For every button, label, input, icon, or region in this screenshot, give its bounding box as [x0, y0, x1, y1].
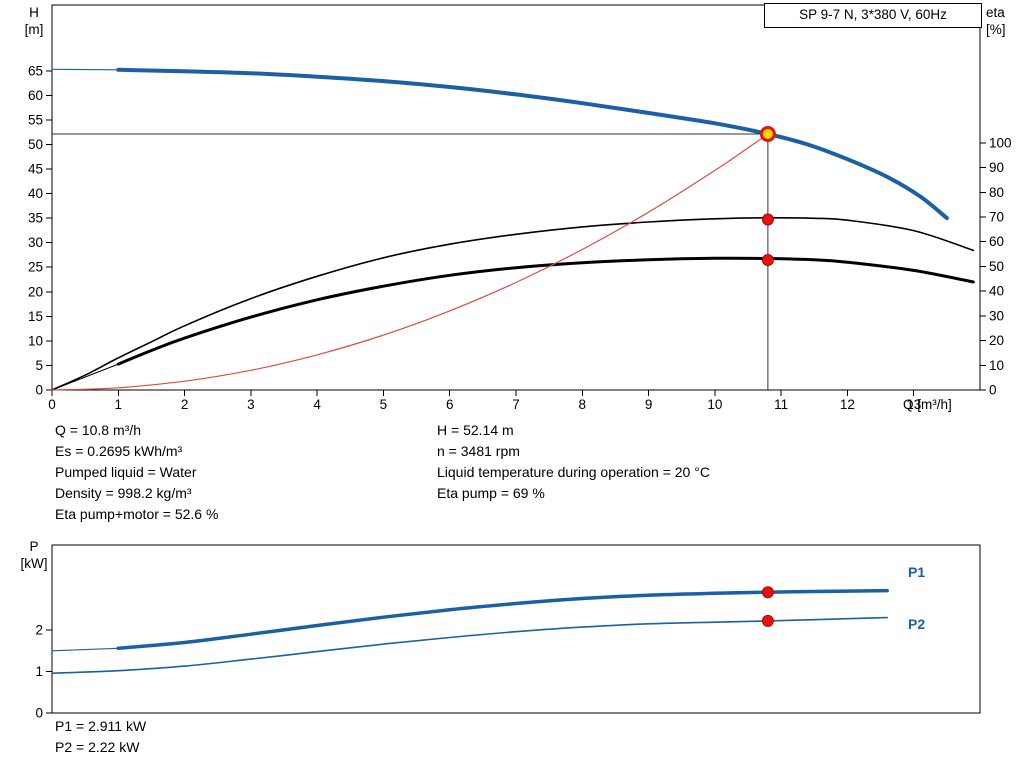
readout-es: Es = 0.2695 kWh/m³	[55, 443, 183, 459]
h-axis-title: H [m]	[14, 4, 54, 38]
tick-label: 0	[35, 706, 43, 721]
readout-pumped-liquid: Pumped liquid = Water	[55, 464, 197, 480]
readout-h: H = 52.14 m	[437, 422, 514, 438]
readout-eta-pump-motor: Eta pump+motor = 52.6 %	[55, 506, 219, 522]
readout-density: Density = 998.2 kg/m³	[55, 485, 192, 501]
tick-label: 6	[446, 397, 454, 412]
tick-label: 10	[707, 397, 722, 412]
p-axis-unit: [kW]	[20, 556, 48, 571]
power-readout: P1 = 2.911 kW P2 = 2.22 kW	[55, 716, 146, 758]
duty-readout-right: H = 52.14 m n = 3481 rpm Liquid temperat…	[437, 420, 710, 504]
readout-n: n = 3481 rpm	[437, 443, 520, 459]
tick-label: 2	[181, 397, 189, 412]
tick-label: 9	[645, 397, 653, 412]
duty-point-qh[interactable]	[759, 125, 776, 142]
eta-pump-curve	[51, 216, 975, 391]
tick-label: 12	[840, 397, 855, 412]
duty-point-eta-pump[interactable]	[761, 213, 774, 226]
tick-label: 60	[989, 234, 1004, 249]
tick-label: 15	[28, 309, 43, 324]
pump-title-box: SP 9-7 N, 3*380 V, 60Hz	[764, 3, 982, 28]
tick-label: 20	[989, 333, 1004, 348]
pump-curve-lead	[51, 68, 119, 71]
duty-point-p1[interactable]	[761, 586, 774, 599]
tick-label: 40	[28, 186, 43, 201]
power-chart-frame	[51, 544, 981, 714]
qh-eta-chart-frame	[51, 4, 981, 391]
readout-liquid-temperature: Liquid temperature during operation = 20…	[437, 464, 710, 480]
tick-label: 10	[989, 358, 1004, 373]
tick-label: 5	[380, 397, 388, 412]
p-axis-title: P [kW]	[14, 538, 54, 572]
h-axis-unit: [m]	[24, 22, 44, 37]
q-axis-label: Q [m³/h]	[903, 397, 952, 412]
tick-label: 20	[28, 284, 43, 299]
tick-label: 25	[28, 260, 43, 275]
tick-label: 11	[774, 397, 788, 412]
tick-label: 90	[989, 160, 1004, 175]
tick-label: 30	[28, 235, 43, 250]
tick-label: 10	[28, 333, 43, 348]
eta-axis-title: eta [%]	[986, 4, 1024, 38]
tick-label: 3	[247, 397, 255, 412]
tick-label: 8	[579, 397, 587, 412]
duty-point-eta-pump-motor[interactable]	[761, 254, 774, 267]
p2-curve-label: P2	[908, 616, 926, 632]
p1-curve-lead	[51, 647, 119, 652]
tick-label: 35	[28, 211, 43, 226]
system-curve	[51, 133, 769, 391]
tick-label: 70	[989, 210, 1004, 225]
tick-label: 7	[512, 397, 520, 412]
tick-label: 2	[35, 623, 43, 638]
tick-label: 65	[28, 63, 43, 78]
duty-point-p2[interactable]	[761, 614, 774, 627]
pump-curve-qh	[116, 67, 949, 221]
tick-label: 0	[48, 397, 56, 412]
duty-readout-left: Q = 10.8 m³/h Es = 0.2695 kWh/m³ Pumped …	[55, 420, 218, 525]
readout-p2: P2 = 2.22 kW	[55, 739, 140, 755]
eta-axis-symbol: eta	[986, 5, 1005, 20]
tick-label: 50	[989, 259, 1004, 274]
tick-label: 60	[28, 88, 43, 103]
tick-label: 4	[313, 397, 321, 412]
eta-axis-unit: [%]	[986, 22, 1006, 37]
tick-label: 5	[35, 358, 43, 373]
tick-label: 45	[28, 162, 43, 177]
tick-label: 80	[989, 185, 1004, 200]
p-axis-symbol: P	[29, 539, 39, 554]
p1-curve-label: P1	[908, 564, 926, 580]
tick-label: 1	[35, 664, 43, 679]
tick-label: 40	[989, 284, 1004, 299]
tick-label: 100	[989, 135, 1012, 150]
readout-q: Q = 10.8 m³/h	[55, 422, 141, 438]
readout-eta-pump: Eta pump = 69 %	[437, 485, 545, 501]
eta-pump-motor-curve	[116, 256, 975, 366]
tick-label: 0	[35, 383, 43, 398]
readout-p1: P1 = 2.911 kW	[55, 718, 147, 734]
tick-label: 50	[28, 137, 43, 152]
p2-curve	[51, 616, 888, 674]
h-axis-symbol: H	[29, 5, 39, 20]
tick-label: 0	[989, 383, 997, 398]
tick-label: 13	[906, 397, 921, 412]
tick-label: 1	[115, 397, 123, 412]
tick-label: 30	[989, 308, 1004, 323]
tick-label: 55	[28, 112, 43, 127]
